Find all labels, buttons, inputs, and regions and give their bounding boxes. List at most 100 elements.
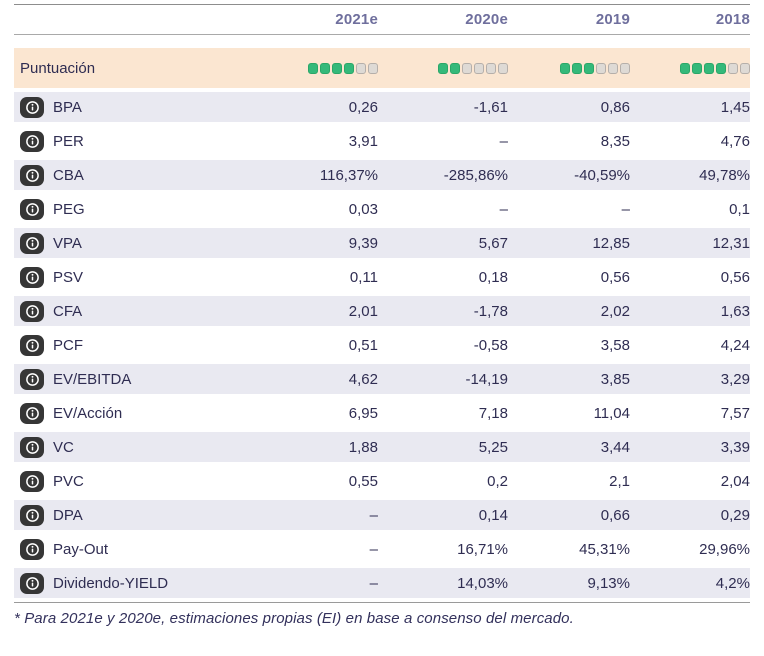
value-2018: 0,1: [729, 200, 750, 218]
row-label-cell: PCF: [14, 334, 260, 356]
score-dot-empty: [474, 62, 484, 74]
row-label-cell: BPA: [14, 96, 260, 118]
info-icon[interactable]: [20, 436, 44, 458]
value-2018: 1,45: [720, 98, 750, 116]
value-2020e: -0,58: [473, 336, 508, 354]
info-icon[interactable]: [20, 470, 44, 492]
value-2018: 29,96%: [699, 540, 750, 558]
score-dot-filled: [704, 62, 714, 74]
table-row: EV/Acción 6,95 7,18 11,04 7,57: [14, 398, 750, 428]
row-label-cell: EV/Acción: [14, 402, 260, 424]
row-label: EV/EBITDA: [53, 370, 132, 388]
row-label-cell: VC: [14, 436, 260, 458]
value-2019: 3,44: [600, 438, 630, 456]
score-dot-empty: [596, 62, 606, 74]
row-label-cell: DPA: [14, 504, 260, 526]
score-dot-filled: [450, 62, 460, 74]
value-2018: 3,29: [720, 370, 750, 388]
table-header: 2021e 2020e 2019 2018: [14, 4, 750, 35]
value-2019: 9,13%: [587, 574, 630, 592]
value-2019: 12,85: [592, 234, 630, 252]
info-icon[interactable]: [20, 96, 44, 118]
row-label: Dividendo-YIELD: [53, 574, 169, 592]
value-2021e: 0,55: [348, 472, 378, 490]
info-icon[interactable]: [20, 164, 44, 186]
info-icon[interactable]: [20, 232, 44, 254]
value-2018: 2,04: [720, 472, 750, 490]
value-2021e: –: [369, 540, 378, 558]
score-dot-empty: [620, 62, 630, 74]
value-2020e: 5,25: [478, 438, 508, 456]
value-2021e: 0,03: [348, 200, 378, 218]
value-2019: 8,35: [600, 132, 630, 150]
info-icon[interactable]: [20, 300, 44, 322]
table-row: PVC 0,55 0,2 2,1 2,04: [14, 466, 750, 496]
info-icon[interactable]: [20, 402, 44, 424]
column-header-2018: 2018: [715, 11, 750, 28]
score-dot-filled: [344, 62, 354, 74]
score-dot-empty: [728, 62, 738, 74]
value-2020e: –: [499, 200, 508, 218]
row-label: CBA: [53, 166, 84, 184]
row-label-cell: Dividendo-YIELD: [14, 572, 260, 594]
score-dot-filled: [438, 62, 448, 74]
row-label: DPA: [53, 506, 83, 524]
row-label: VC: [53, 438, 74, 456]
row-label-cell: CFA: [14, 300, 260, 322]
value-2019: 2,02: [600, 302, 630, 320]
value-2020e: 5,67: [478, 234, 508, 252]
info-icon[interactable]: [20, 572, 44, 594]
score-dots-2019: [508, 62, 630, 74]
value-2021e: 2,01: [348, 302, 378, 320]
score-dot-filled: [584, 62, 594, 74]
value-2020e: -285,86%: [443, 166, 508, 184]
info-icon[interactable]: [20, 130, 44, 152]
value-2021e: 0,11: [349, 268, 378, 286]
row-label-cell: PER: [14, 130, 260, 152]
score-dots-2018: [630, 62, 750, 74]
value-2020e: -1,78: [473, 302, 508, 320]
value-2018: 12,31: [712, 234, 750, 252]
value-2019: -40,59%: [574, 166, 630, 184]
table-row: PSV 0,11 0,18 0,56 0,56: [14, 262, 750, 292]
value-2021e: 116,37%: [319, 166, 378, 184]
score-dot-empty: [498, 62, 508, 74]
value-2018: 4,24: [720, 336, 750, 354]
value-2018: 4,76: [720, 132, 750, 150]
row-label: PCF: [53, 336, 83, 354]
value-2018: 0,29: [720, 506, 750, 524]
value-2020e: 14,03%: [457, 574, 508, 592]
table-row: PER 3,91 – 8,35 4,76: [14, 126, 750, 156]
info-icon[interactable]: [20, 504, 44, 526]
value-2018: 1,63: [720, 302, 750, 320]
table-body: BPA 0,26 -1,61 0,86 1,45 PER 3,91 – 8: [14, 92, 750, 603]
value-2019: 45,31%: [579, 540, 630, 558]
row-label: PEG: [53, 200, 85, 218]
info-icon[interactable]: [20, 368, 44, 390]
table-row: DPA – 0,14 0,66 0,29: [14, 500, 750, 530]
info-icon[interactable]: [20, 198, 44, 220]
value-2020e: 7,18: [478, 404, 508, 422]
value-2019: 3,85: [600, 370, 630, 388]
value-2021e: –: [369, 506, 378, 524]
row-label: PSV: [53, 268, 84, 286]
column-header-2021e: 2021e: [335, 11, 378, 28]
table-row: CFA 2,01 -1,78 2,02 1,63: [14, 296, 750, 326]
table-row: BPA 0,26 -1,61 0,86 1,45: [14, 92, 750, 122]
score-dot-empty: [462, 62, 472, 74]
value-2019: 2,1: [609, 472, 630, 490]
value-2018: 49,78%: [699, 166, 750, 184]
info-icon[interactable]: [20, 538, 44, 560]
row-label: VPA: [53, 234, 82, 252]
score-row: Puntuación: [14, 48, 750, 88]
score-dot-empty: [608, 62, 618, 74]
footnote: * Para 2021e y 2020e, estimaciones propi…: [14, 610, 574, 627]
valuation-table: 2021e 2020e 2019 2018 Puntuación BPA: [14, 4, 750, 627]
table-row: PEG 0,03 – – 0,1: [14, 194, 750, 224]
info-icon[interactable]: [20, 334, 44, 356]
row-label-cell: EV/EBITDA: [14, 368, 260, 390]
value-2021e: 3,91: [348, 132, 378, 150]
score-dot-empty: [368, 62, 378, 74]
row-label: CFA: [53, 302, 83, 320]
info-icon[interactable]: [20, 266, 44, 288]
